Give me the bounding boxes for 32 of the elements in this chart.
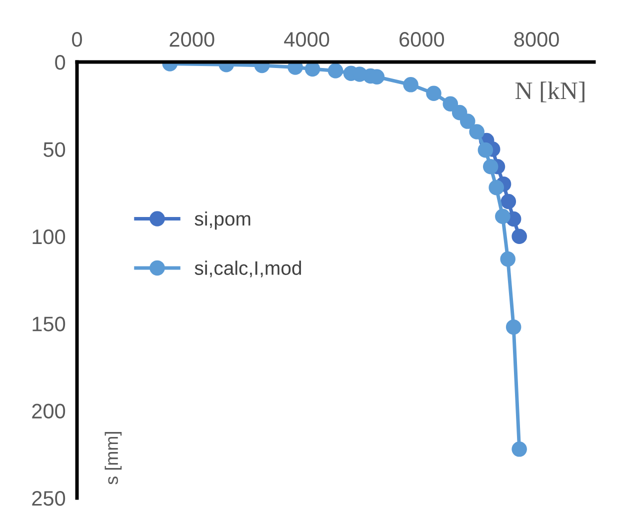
y-tick-label: 250	[32, 491, 66, 506]
x-tick-label: 4000	[284, 32, 330, 47]
point	[506, 319, 522, 335]
point	[288, 62, 303, 75]
point	[500, 194, 516, 210]
y-tick-label: 100	[32, 229, 66, 244]
point	[304, 62, 320, 77]
x-tick-label: 6000	[400, 32, 444, 47]
point	[460, 114, 476, 129]
point	[426, 86, 442, 102]
y-tick-label: 150	[32, 316, 66, 332]
y-tick-label: 200	[32, 404, 66, 419]
x-axis-title: N [kN]	[515, 82, 584, 102]
x-tick-label: 8000	[514, 32, 559, 47]
x-tick-label: 2000	[170, 32, 214, 47]
point	[469, 124, 484, 140]
point	[500, 251, 516, 267]
point	[512, 442, 527, 457]
y-axis-title: s [mm]	[104, 432, 122, 484]
point	[403, 77, 418, 92]
point	[482, 159, 498, 174]
point	[442, 96, 458, 112]
y-tick-label: 50	[44, 142, 66, 157]
point	[512, 228, 527, 244]
x-tick-label: 0	[72, 32, 82, 47]
legend-label: si,pom	[194, 211, 250, 230]
point	[495, 208, 510, 224]
point	[328, 63, 344, 78]
y-tick-label: 0	[55, 55, 66, 70]
legend-label: si,calc,I,mod	[194, 260, 301, 278]
point	[478, 142, 494, 158]
point	[488, 180, 504, 196]
